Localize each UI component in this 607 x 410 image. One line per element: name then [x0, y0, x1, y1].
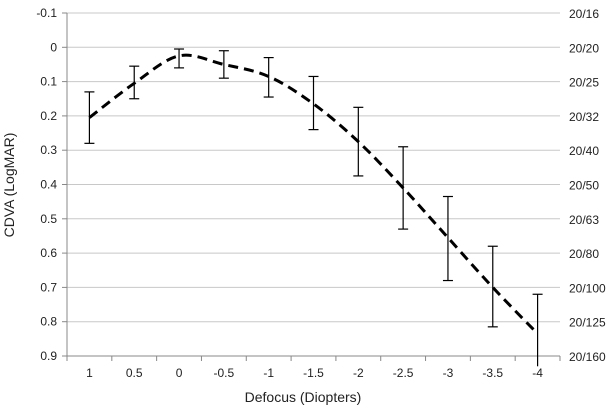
y-tick-label: 0.4: [40, 178, 57, 192]
right-tick-label: 20/50: [569, 179, 599, 193]
error-bar: [442, 195, 453, 282]
x-tick-label: -1.5: [303, 366, 324, 380]
right-tick-label: 20/25: [569, 76, 599, 90]
error-bar: [263, 56, 274, 98]
right-tick-label: 20/160: [569, 350, 606, 364]
right-axis-ticks: 20/16 20/20 20/25 20/32 20/40 20/50 20/63 20/80…: [569, 7, 606, 364]
y-axis-title: CDVA (LogMAR): [1, 133, 17, 238]
error-bars: [84, 48, 543, 367]
y-tick-label: 0.3: [40, 143, 57, 157]
error-bar: [532, 293, 543, 367]
right-tick-label: 20/125: [569, 316, 606, 330]
x-axis-title: Defocus (Diopters): [245, 389, 362, 405]
y-tick-label: -0.1: [36, 6, 57, 20]
y-axis-ticks: -0.1 0 0.1 0.2 0.3 0.4 0.5 0.6 0.7 0.8 0.9: [36, 6, 67, 363]
x-tick-label: -3: [443, 366, 454, 380]
x-axis-ticks: 1 0.5 0 -0.5 -1 -1.5 -2 -2.5 -3 -3.5 -4: [66, 356, 561, 380]
x-tick-label: 0.5: [126, 366, 143, 380]
x-tick-label: -0.5: [214, 366, 235, 380]
x-tick-label: 0: [176, 366, 183, 380]
x-tick-label: 1: [86, 366, 93, 380]
right-tick-label: 20/100: [569, 281, 606, 295]
y-tick-label: 0.9: [40, 349, 57, 363]
gridlines: [66, 12, 560, 357]
right-tick-label: 20/80: [569, 247, 599, 261]
error-bar: [218, 50, 229, 79]
x-tick-label: -2: [353, 366, 364, 380]
y-tick-label: 0.5: [40, 212, 57, 226]
error-bar: [487, 245, 498, 328]
right-tick-label: 20/63: [569, 213, 599, 227]
right-tick-label: 20/32: [569, 110, 599, 124]
x-tick-label: -4: [532, 366, 543, 380]
right-tick-label: 20/16: [569, 7, 599, 21]
x-tick-label: -1: [263, 366, 274, 380]
y-tick-label: 0: [50, 40, 57, 54]
right-tick-label: 20/20: [569, 41, 599, 55]
error-bar: [174, 48, 185, 69]
x-tick-label: -3.5: [482, 366, 503, 380]
right-tick-label: 20/40: [569, 144, 599, 158]
y-tick-label: 0.1: [40, 75, 57, 89]
y-tick-label: 0.2: [40, 109, 57, 123]
error-bar: [308, 75, 319, 131]
x-tick-label: -2.5: [393, 366, 414, 380]
y-tick-label: 0.7: [40, 280, 57, 294]
y-tick-label: 0.6: [40, 246, 57, 260]
y-tick-label: 0.8: [40, 315, 57, 329]
series-line: [88, 53, 539, 335]
